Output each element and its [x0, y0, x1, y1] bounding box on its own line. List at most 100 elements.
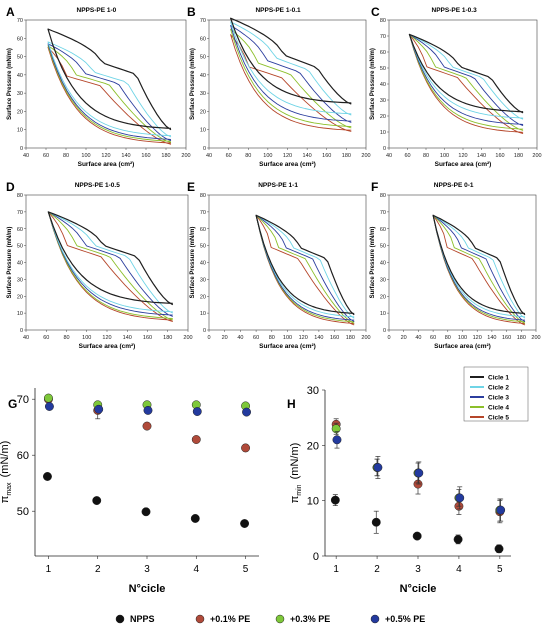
panel-e: E NPPS-PE 1-1 0 20 40 60 80 100 120 140 160 180 200 0…: [187, 180, 371, 350]
x-tick-label: 40: [206, 153, 212, 159]
x-tick-label: 60: [43, 335, 49, 341]
x-tick-label: 160: [322, 153, 331, 159]
y-tick-label: 70: [200, 18, 206, 24]
data-point-0-5-pe: [414, 468, 424, 478]
x-tick-label: 160: [143, 335, 152, 341]
y-tick-label: 40: [380, 261, 386, 267]
x-axis-label: Surface area (cm²): [78, 161, 135, 168]
data-point-0-5-pe: [242, 407, 251, 417]
panel-letter: E: [187, 180, 195, 194]
x-tick-label: 4: [456, 564, 462, 575]
x-tick-label: 200: [361, 335, 370, 341]
isotherm-cycle-4: [47, 211, 173, 321]
data-point-0-3-pe: [43, 393, 53, 403]
y-tick-label: 50: [17, 55, 23, 61]
panel-title: NPPS-PE 0-1: [434, 182, 474, 189]
y-tick-label: 20: [200, 294, 206, 300]
isotherm-cycle-1: [255, 214, 355, 316]
y-tick-label: 60: [200, 36, 206, 42]
y-tick-label: 40: [200, 73, 206, 79]
data-point-npps: [141, 507, 151, 517]
y-tick-label: 50: [380, 66, 386, 72]
x-tick-label: 0: [387, 335, 390, 341]
panel-f: F NPPS-PE 0-1 0 20 40 60 80 100 120 140 160 180 200 0…: [370, 180, 541, 350]
y-tick-label: 70: [380, 210, 386, 216]
y-tick-label: 20: [17, 294, 23, 300]
x-tick-label: 140: [303, 153, 312, 159]
panel-title: NPPS-PE 1-0.5: [75, 182, 121, 189]
panel-a: A NPPS-PE 1-0 40 60 80 100 120 140 160 180 200 0 10 2…: [6, 5, 191, 168]
y-axis-label-subscript: min: [296, 484, 303, 495]
panel-letter: G: [8, 397, 17, 411]
data-point-0-5-pe: [373, 463, 383, 472]
data-point-npps: [92, 496, 102, 506]
y-tick-label: 0: [313, 551, 319, 563]
x-tick-label: 100: [440, 153, 449, 159]
isotherm-cycle-5: [47, 211, 173, 323]
x-axis-label: Surface area (cm²): [259, 343, 316, 350]
y-axis-label: Surface Pressure (mN/m): [190, 48, 196, 120]
x-axis-label: Surface area (cm²): [434, 343, 491, 350]
data-point-npps: [190, 514, 200, 523]
x-tick-label: 40: [415, 335, 421, 341]
legend-label-cycle-2: Cicle 2: [488, 385, 509, 392]
y-axis-label-unit: (mN/m): [0, 441, 11, 481]
x-tick-label: 140: [123, 335, 132, 341]
x-tick-label: 60: [43, 153, 49, 159]
panel-letter: B: [187, 5, 196, 19]
x-tick-label: 140: [314, 335, 323, 341]
panel-letter: F: [371, 180, 378, 194]
y-tick-label: 0: [383, 146, 386, 152]
x-tick-label: 40: [386, 153, 392, 159]
y-tick-label: 30: [380, 277, 386, 283]
x-tick-label: 1: [46, 564, 52, 575]
data-point-npps: [412, 531, 422, 541]
y-tick-label: 60: [17, 227, 23, 233]
x-tick-label: 120: [102, 335, 111, 341]
x-tick-label: 80: [269, 335, 275, 341]
panel-g: G 1 2 3 4 5 50 60 70 N°cicle πmax (mN/m): [0, 388, 259, 595]
y-tick-label: 10: [380, 311, 386, 317]
panel-title: NPPS-PE 1-0.1: [255, 7, 301, 14]
y-axis-label: Surface Pressure (mN/m): [370, 48, 376, 120]
legend-marker: [195, 614, 205, 624]
y-axis-label-subscript: max: [6, 482, 13, 496]
legend-label-cycle-3: Cicle 3: [488, 395, 509, 402]
y-tick-label: 70: [17, 18, 23, 24]
panel-letter: D: [6, 180, 15, 194]
y-tick-label: 70: [17, 394, 29, 406]
y-tick-label: 0: [20, 146, 23, 152]
panel-d: D NPPS-PE 1-0.5 40 60 80 100 120 140 160 180 200 0 1…: [6, 180, 193, 350]
legend-label: +0.1% PE: [210, 614, 250, 624]
y-tick-label: 30: [200, 91, 206, 97]
y-tick-label: 20: [200, 109, 206, 115]
y-tick-label: 60: [380, 227, 386, 233]
x-tick-label: 120: [473, 335, 482, 341]
y-tick-label: 10: [17, 311, 23, 317]
data-point-0-3-pe: [331, 424, 341, 434]
y-tick-label: 30: [380, 98, 386, 104]
panel-h: H 1 2 3 4 5 0 10 20 30 N°cicle πmin (mN/m): [287, 385, 511, 595]
x-tick-label: 60: [226, 153, 232, 159]
x-tick-label: 160: [330, 335, 339, 341]
y-tick-label: 20: [17, 109, 23, 115]
x-tick-label: 60: [430, 335, 436, 341]
x-tick-label: 40: [23, 335, 29, 341]
x-tick-label: 180: [517, 335, 526, 341]
x-tick-label: 80: [63, 335, 69, 341]
x-tick-label: 60: [253, 335, 259, 341]
legend-frame: [463, 366, 529, 422]
y-tick-label: 50: [200, 55, 206, 61]
y-tick-label: 0: [20, 328, 23, 334]
isotherm-cycle-3: [47, 43, 172, 142]
panel-letter: C: [371, 5, 380, 19]
y-tick-label: 50: [380, 244, 386, 250]
isotherm-cycle-2: [230, 21, 352, 116]
y-axis-label-symbol: π: [289, 495, 301, 503]
y-tick-label: 10: [380, 130, 386, 136]
x-tick-label: 3: [144, 564, 150, 575]
x-tick-label: 200: [181, 153, 190, 159]
legend-label-cycle-5: Cicle 5: [488, 415, 509, 422]
legend-label: NPPS: [130, 614, 155, 624]
